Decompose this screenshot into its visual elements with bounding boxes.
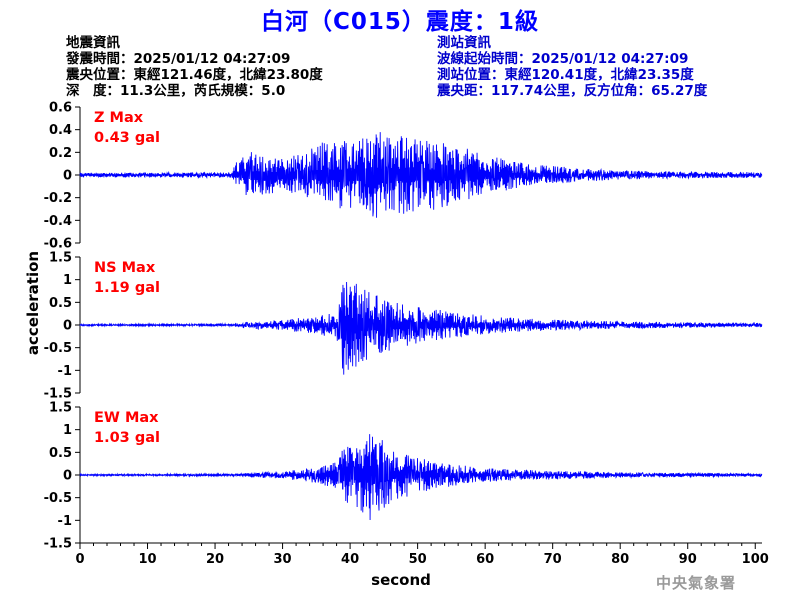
station-info: 測站資訊 波線起始時間：2025/01/12 04:27:09 測站位置：東經1…	[437, 35, 707, 99]
x-tick-label: 20	[206, 552, 224, 567]
x-tick-label: 100	[742, 552, 769, 567]
max-value-EW: 1.03 gal	[94, 430, 160, 446]
chart-title: 白河（C015）震度：1級	[261, 9, 539, 35]
y-tick-label-EW: 0.5	[49, 446, 72, 461]
x-axis-label: second	[371, 571, 431, 589]
x-tick-label: 70	[544, 552, 562, 567]
origin-time: 發震時間：2025/01/12 04:27:09	[66, 51, 291, 67]
agency-label: 中央氣象署	[656, 574, 737, 592]
event-info: 地震資訊 發震時間：2025/01/12 04:27:09 震央位置：東經121…	[66, 35, 323, 99]
waveform-EW	[79, 434, 763, 520]
y-axis-label: acceleration	[24, 251, 42, 355]
y-tick-label-NS: 1	[63, 273, 72, 288]
depth-magnitude: 深 度：11.3公里，芮氏規模：5.0	[66, 83, 286, 99]
y-tick-label-Z: -0.6	[44, 237, 72, 252]
max-value-NS: 1.19 gal	[94, 280, 160, 296]
y-tick-label-NS: -1.5	[44, 387, 72, 402]
y-tick-label-EW: -1	[58, 514, 72, 529]
y-tick-label-NS: 0	[63, 319, 72, 334]
max-label-NS: NS Max	[94, 260, 156, 276]
y-tick-label-EW: 1.5	[49, 401, 72, 416]
y-tick-label-EW: 0	[63, 469, 72, 484]
max-value-Z: 0.43 gal	[94, 130, 160, 146]
waveform-start-time: 波線起始時間：2025/01/12 04:27:09	[437, 51, 689, 67]
y-tick-label-Z: 0.6	[49, 101, 72, 116]
y-tick-label-NS: 0.5	[49, 296, 72, 311]
waveform-Z	[79, 132, 763, 218]
x-tick-label: 30	[274, 552, 292, 567]
max-label-Z: Z Max	[94, 110, 144, 126]
y-tick-label-EW: 1	[63, 423, 72, 438]
station-info-heading: 測站資訊	[437, 35, 491, 51]
y-tick-label-Z: -0.2	[44, 191, 72, 206]
x-tick-label: 90	[679, 552, 697, 567]
event-info-heading: 地震資訊	[66, 35, 120, 51]
y-tick-label-Z: -0.4	[44, 214, 72, 229]
y-tick-label-NS: -1	[58, 364, 72, 379]
y-tick-label-Z: 0.2	[49, 146, 72, 161]
y-tick-label-NS: -0.5	[44, 341, 72, 356]
y-tick-label-Z: 0	[63, 169, 72, 184]
station-location: 測站位置：東經120.41度，北緯23.35度	[437, 67, 694, 83]
epicentral-distance: 震央距：117.74公里，反方位角：65.27度	[437, 83, 708, 99]
x-tick-label: 50	[409, 552, 427, 567]
y-tick-label-EW: -1.5	[44, 537, 72, 552]
y-tick-label-NS: 1.5	[49, 251, 72, 266]
x-tick-label: 80	[611, 552, 629, 567]
y-tick-label-Z: 0.4	[49, 123, 72, 138]
max-label-EW: EW Max	[94, 410, 159, 426]
x-tick-label: 10	[138, 552, 156, 567]
y-tick-label-EW: -0.5	[44, 491, 72, 506]
x-tick-label: 40	[341, 552, 359, 567]
epicenter-location: 震央位置：東經121.46度，北緯23.80度	[66, 67, 323, 83]
x-tick-label: 60	[476, 552, 494, 567]
x-tick-label: 0	[75, 552, 84, 567]
waveform-NS	[79, 282, 763, 375]
